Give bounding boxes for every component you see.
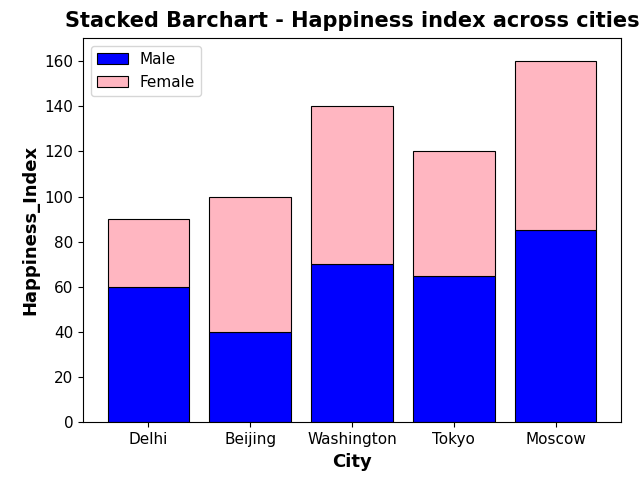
Bar: [413, 276, 495, 422]
Bar: [209, 332, 291, 422]
Bar: [108, 287, 189, 422]
X-axis label: City: City: [332, 453, 372, 471]
Bar: [311, 106, 393, 264]
Bar: [108, 219, 189, 287]
Bar: [311, 264, 393, 422]
Legend: Male, Female: Male, Female: [91, 46, 201, 96]
Title: Stacked Barchart - Happiness index across cities: Stacked Barchart - Happiness index acros…: [65, 12, 639, 31]
Bar: [515, 61, 596, 230]
Y-axis label: Happiness_Index: Happiness_Index: [21, 145, 39, 315]
Bar: [515, 230, 596, 422]
Bar: [413, 151, 495, 276]
Bar: [209, 196, 291, 332]
